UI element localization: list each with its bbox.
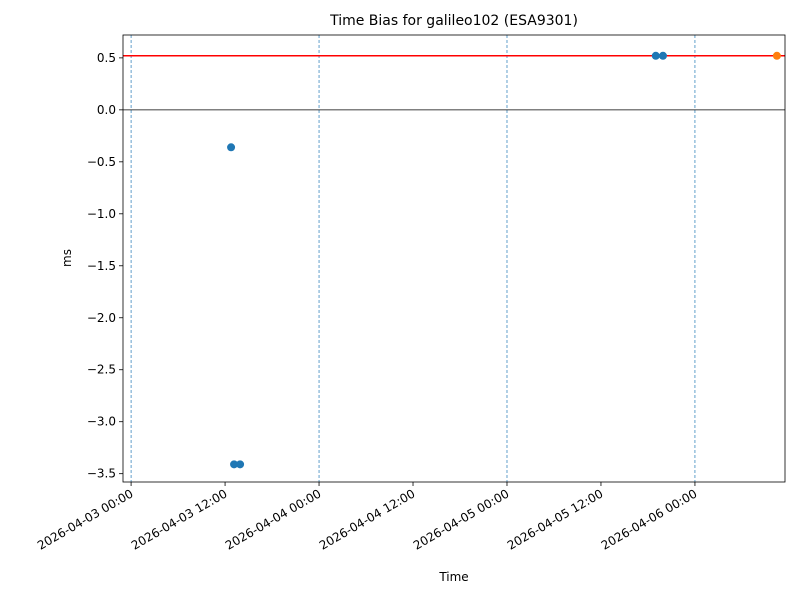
- y-tick-label: 0.5: [97, 51, 116, 65]
- x-tick-label: 2026-04-06 00:00: [599, 486, 700, 552]
- x-tick-label: 2026-04-04 12:00: [317, 486, 418, 552]
- y-tick-label: 0.0: [97, 103, 116, 117]
- y-tick-label: −1.0: [87, 207, 116, 221]
- data-point: [659, 52, 667, 60]
- data-point: [773, 52, 781, 60]
- y-tick-label: −1.5: [87, 259, 116, 273]
- x-tick-label: 2026-04-03 00:00: [35, 486, 136, 552]
- x-tick-label: 2026-04-05 00:00: [411, 486, 512, 552]
- y-tick-label: −3.5: [87, 467, 116, 481]
- x-tick-label: 2026-04-03 12:00: [129, 486, 230, 552]
- data-point: [652, 52, 660, 60]
- x-tick-label: 2026-04-04 00:00: [223, 486, 324, 552]
- y-axis-label: ms: [60, 249, 74, 267]
- x-tick-label: 2026-04-05 12:00: [505, 486, 606, 552]
- x-axis-label: Time: [438, 570, 468, 584]
- chart: Time Bias for galileo102 (ESA9301) Time …: [0, 0, 800, 600]
- data-point: [227, 143, 235, 151]
- y-tick-label: −2.0: [87, 311, 116, 325]
- plot-frame: [123, 35, 785, 482]
- y-tick-label: −3.0: [87, 415, 116, 429]
- y-tick-label: −2.5: [87, 363, 116, 377]
- y-tick-label: −0.5: [87, 155, 116, 169]
- chart-title: Time Bias for galileo102 (ESA9301): [329, 13, 578, 29]
- data-point: [236, 460, 244, 468]
